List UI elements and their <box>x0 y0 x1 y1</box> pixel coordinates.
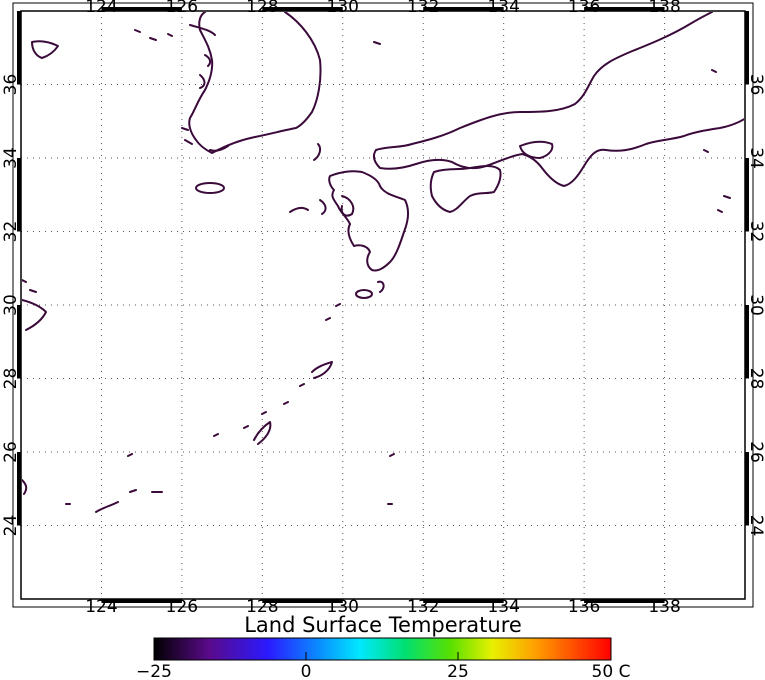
lon-label-top: 132 <box>407 0 439 17</box>
lat-labels-right: 24 26 28 30 32 34 36 <box>746 74 765 537</box>
lat-label-left: 26 <box>1 441 21 463</box>
colorbar-label-zero: 0 <box>301 662 312 680</box>
sakishima <box>65 453 163 513</box>
band-left <box>17 11 21 85</box>
colorbar-label-25: 25 <box>447 662 469 680</box>
lat-label-left: 30 <box>1 294 21 316</box>
lon-label-bottom: 124 <box>85 597 117 617</box>
lon-label-top: 130 <box>327 0 359 17</box>
tanegashima <box>355 289 373 299</box>
graticule <box>21 11 745 599</box>
amami <box>311 361 333 379</box>
lon-label-top: 136 <box>568 0 600 17</box>
lat-label-left: 36 <box>1 74 21 96</box>
band-bottom <box>584 599 665 603</box>
band-bottom <box>262 599 343 603</box>
lon-label-bottom: 128 <box>246 597 278 617</box>
lat-label-left: 28 <box>1 368 21 390</box>
china-coast-islands <box>22 279 47 495</box>
kyushu-coastline <box>328 170 409 272</box>
lon-label-top: 124 <box>85 0 117 17</box>
lat-label-right: 28 <box>746 368 765 390</box>
lat-label-right: 36 <box>746 74 765 96</box>
band-right <box>745 452 749 526</box>
lon-label-bottom: 126 <box>166 597 198 617</box>
lon-labels-top: 124 126 128 130 132 134 136 138 <box>85 0 681 17</box>
band-right <box>745 11 749 85</box>
band-right <box>745 158 749 232</box>
north-korea-west-coast <box>31 40 59 59</box>
band-top <box>423 7 504 11</box>
lat-label-right: 24 <box>746 515 765 537</box>
outer-frame <box>12 2 754 608</box>
lon-label-bottom: 130 <box>327 597 359 617</box>
colorbar-ticks <box>305 652 459 660</box>
lat-label-left: 32 <box>1 221 21 243</box>
band-bottom <box>423 599 504 603</box>
band-top <box>101 7 182 11</box>
tsushima <box>313 143 322 161</box>
lat-label-right: 30 <box>746 294 765 316</box>
band-bottom <box>101 599 182 603</box>
axis-bands <box>17 7 749 603</box>
lon-labels-bottom: 124 126 128 130 132 134 136 138 <box>85 597 681 617</box>
lat-label-right: 34 <box>746 147 765 169</box>
korea-islands <box>181 24 229 152</box>
okinawa <box>253 421 272 445</box>
daito <box>387 453 395 505</box>
colorbar <box>153 637 612 661</box>
lat-label-right: 26 <box>746 441 765 463</box>
izu-dots <box>373 41 731 213</box>
bohai-dots <box>134 29 173 41</box>
awaji <box>519 140 554 159</box>
yakushima <box>377 280 385 293</box>
ryukyu-dots <box>213 303 341 437</box>
band-left <box>17 452 21 526</box>
lat-label-right: 32 <box>746 221 765 243</box>
band-left <box>17 305 21 379</box>
lon-label-top: 126 <box>166 0 198 17</box>
lon-label-top: 138 <box>648 0 680 17</box>
band-top <box>584 7 665 11</box>
colorbar-label-min: −25 <box>136 662 172 680</box>
honshu-coastline <box>372 12 744 187</box>
colorbar-title: Land Surface Temperature <box>244 613 522 637</box>
shikoku-coastline <box>429 165 502 213</box>
lat-label-left: 34 <box>1 147 21 169</box>
kyushu-west-islands <box>289 195 355 217</box>
band-top <box>262 7 343 11</box>
colorbar-label-max: 50 C <box>592 662 631 680</box>
lon-label-bottom: 134 <box>487 597 519 617</box>
lon-label-bottom: 136 <box>568 597 600 617</box>
band-left <box>17 158 21 232</box>
korea-coastline <box>188 12 322 154</box>
jeju-island <box>195 182 225 194</box>
lon-label-bottom: 132 <box>407 597 439 617</box>
lat-label-left: 24 <box>1 515 21 537</box>
lat-labels-left: 24 26 28 30 32 34 36 <box>1 74 21 537</box>
coastlines <box>22 12 744 513</box>
lon-label-top: 134 <box>487 0 519 17</box>
lon-label-top: 128 <box>246 0 278 17</box>
lon-label-bottom: 138 <box>648 597 680 617</box>
band-right <box>745 305 749 379</box>
